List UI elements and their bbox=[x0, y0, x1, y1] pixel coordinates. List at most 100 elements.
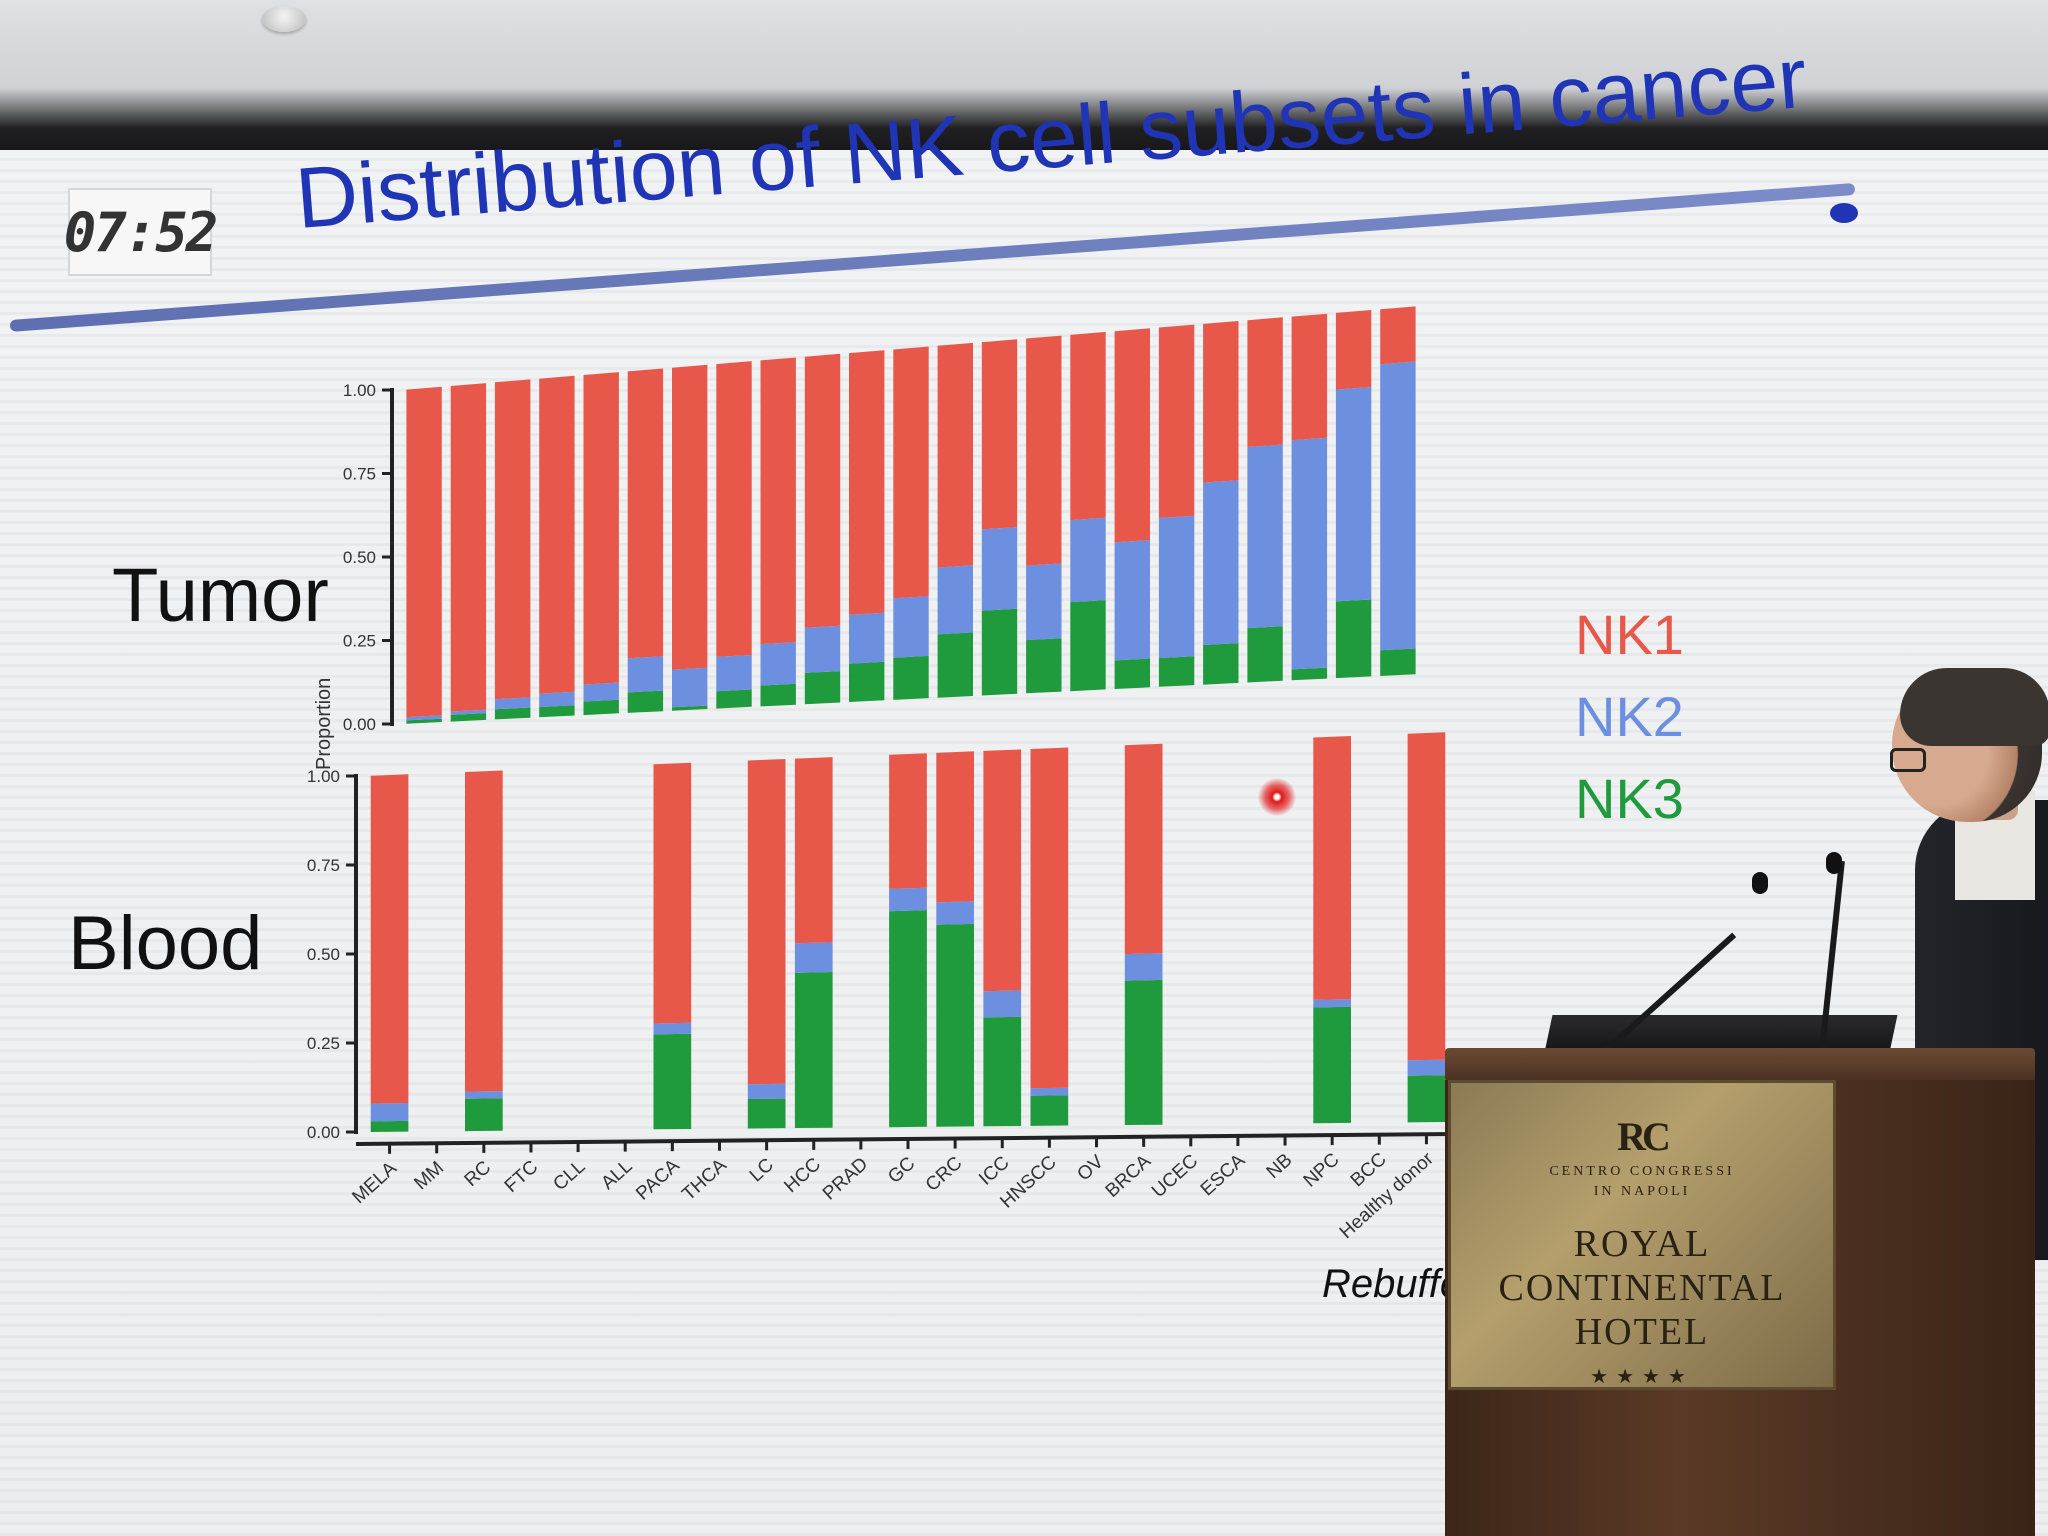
tumor-row-label: Tumor bbox=[112, 553, 329, 638]
tumor-bar-brca-nk3 bbox=[1114, 658, 1150, 689]
blood-bar-rc-nk1 bbox=[465, 770, 503, 1092]
blood-bar-mela-nk1 bbox=[370, 774, 409, 1104]
x-tick-label-all: ALL bbox=[597, 1156, 636, 1194]
tumor-bar-ucec-nk1 bbox=[1158, 324, 1195, 518]
podium-name-1: ROYAL bbox=[1573, 1223, 1711, 1265]
tumor-bar-lc-nk1 bbox=[760, 357, 796, 645]
blood-y-tick-label: 0.50 bbox=[307, 945, 340, 964]
tumor-bar-ftc-nk2 bbox=[539, 691, 575, 708]
x-tick-label-nb: NB bbox=[1263, 1150, 1297, 1183]
blood-bar-npc-nk2 bbox=[1313, 999, 1351, 1008]
microphone-right-head bbox=[1826, 852, 1842, 874]
tumor-bar-icc-nk1 bbox=[981, 339, 1018, 530]
blood-bar-paca-nk2 bbox=[653, 1022, 692, 1035]
smoke-detector bbox=[262, 6, 306, 32]
tumor-bar-bcc-nk2 bbox=[1335, 387, 1372, 602]
tumor-bar-healthy-donor-nk1 bbox=[1380, 306, 1416, 365]
tumor-bar-gc-nk3 bbox=[893, 655, 929, 700]
tumor-bar-crc-nk2 bbox=[937, 565, 973, 635]
tumor-bar-mm-nk3 bbox=[450, 713, 487, 722]
tumor-bar-thca-nk3 bbox=[716, 689, 752, 709]
tumor-bar-prad-nk2 bbox=[849, 612, 885, 664]
legend-nk3: NK3 bbox=[1575, 767, 1684, 830]
podium-logo: RC bbox=[1617, 1114, 1671, 1159]
tumor-bar-cll-nk2 bbox=[583, 682, 619, 702]
x-tick-label-prad: PRAD bbox=[819, 1154, 872, 1205]
blood-bar-hnscc-nk1 bbox=[1030, 747, 1069, 1089]
tumor-bar-hcc-nk1 bbox=[804, 353, 841, 628]
tumor-y-tick-label: 0.75 bbox=[343, 465, 376, 484]
citation: Rebuffe bbox=[1322, 1262, 1463, 1306]
x-tick-label-mm: MM bbox=[410, 1157, 448, 1194]
blood-bar-hnscc-nk3 bbox=[1030, 1095, 1069, 1126]
blood-bar-paca-nk3 bbox=[653, 1033, 692, 1130]
blood-y-tick-label: 1.00 bbox=[307, 767, 340, 786]
tumor-bar-mm-nk2 bbox=[450, 709, 487, 715]
blood-bar-brca-nk2 bbox=[1124, 953, 1163, 981]
blood-bar-gc-nk3 bbox=[889, 910, 927, 1128]
tumor-y-tick-label: 0.50 bbox=[343, 548, 376, 567]
tumor-bar-healthy-donor-nk3 bbox=[1380, 648, 1416, 676]
tumor-bar-gc-nk1 bbox=[893, 346, 929, 599]
blood-bar-npc-nk1 bbox=[1313, 736, 1351, 1000]
blood-bar-rc-nk2 bbox=[465, 1091, 503, 1099]
tumor-bar-rc-nk2 bbox=[494, 697, 531, 710]
x-tick-label-icc: ICC bbox=[975, 1152, 1013, 1190]
blood-bar-rc-nk3 bbox=[465, 1098, 503, 1132]
x-tick-label-paca: PACA bbox=[632, 1155, 684, 1205]
speaker-hair bbox=[1900, 668, 2048, 746]
tumor-bar-npc-nk1 bbox=[1291, 313, 1328, 441]
x-tick-label-ov: OV bbox=[1073, 1151, 1108, 1185]
blood-bar-crc-nk1 bbox=[936, 751, 974, 903]
x-tick-label-cll: CLL bbox=[549, 1156, 589, 1195]
podium-small-text-1: CENTRO CONGRESSI bbox=[1549, 1164, 1735, 1179]
title-divider-dot bbox=[1830, 203, 1858, 223]
tumor-bar-icc-nk2 bbox=[981, 527, 1018, 611]
blood-bar-icc-nk2 bbox=[983, 990, 1022, 1018]
blood-row-label: Blood bbox=[68, 901, 263, 986]
tumor-bar-hnscc-nk2 bbox=[1026, 563, 1062, 641]
tumor-bar-all-nk1 bbox=[627, 368, 664, 659]
tumor-bar-hnscc-nk3 bbox=[1026, 638, 1062, 694]
blood-bar-paca-nk1 bbox=[653, 762, 692, 1024]
tumor-bar-hcc-nk3 bbox=[804, 671, 841, 705]
tumor-bar-ucec-nk3 bbox=[1158, 656, 1195, 687]
tumor-bar-brca-nk1 bbox=[1114, 328, 1150, 543]
tumor-bar-bcc-nk1 bbox=[1335, 310, 1372, 390]
blood-bar-mela-nk3 bbox=[370, 1120, 409, 1132]
speaker-glasses bbox=[1890, 748, 1926, 772]
tumor-bar-rc-nk3 bbox=[494, 707, 531, 720]
microphone-left-head bbox=[1752, 872, 1768, 894]
tumor-bar-mela-nk2 bbox=[406, 715, 442, 721]
tumor-bar-esca-nk1 bbox=[1203, 321, 1239, 483]
blood-bar-hcc-nk2 bbox=[794, 942, 833, 973]
tumor-bar-esca-nk2 bbox=[1203, 480, 1239, 645]
x-tick-label-npc: NPC bbox=[1300, 1149, 1344, 1191]
blood-bar-lc-nk2 bbox=[747, 1083, 786, 1099]
x-tick-label-mela: MELA bbox=[348, 1158, 401, 1208]
tumor-bar-ov-nk2 bbox=[1070, 517, 1106, 603]
tumor-bar-rc-nk1 bbox=[494, 379, 531, 700]
podium-name-3: HOTEL bbox=[1574, 1311, 1710, 1353]
blood-bar-crc-nk2 bbox=[936, 901, 974, 925]
tumor-bar-nb-nk2 bbox=[1247, 444, 1283, 629]
tumor-bar-healthy-donor-nk2 bbox=[1380, 361, 1416, 651]
slide-timer: 07:52 bbox=[64, 188, 218, 276]
laser-pointer-dot bbox=[1258, 778, 1296, 816]
blood-bar-lc-nk1 bbox=[747, 759, 786, 1085]
blood-bar-brca-nk1 bbox=[1124, 743, 1163, 955]
tumor-bar-cll-nk3 bbox=[583, 699, 619, 716]
blood-bar-gc-nk2 bbox=[889, 887, 927, 912]
podium-small-text-2: IN NAPOLI bbox=[1593, 1184, 1691, 1199]
blood-bar-icc-nk3 bbox=[983, 1016, 1022, 1127]
legend-nk1: NK1 bbox=[1575, 603, 1684, 666]
x-tick-label-rc: RC bbox=[461, 1157, 495, 1191]
tumor-bar-hnscc-nk1 bbox=[1026, 335, 1062, 566]
blood-y-tick-label: 0.00 bbox=[307, 1123, 340, 1142]
blood-bar-mela-nk2 bbox=[370, 1103, 409, 1122]
blood-x-axis bbox=[355, 1131, 1471, 1146]
blood-bar-lc-nk3 bbox=[747, 1098, 786, 1129]
blood-bar-healthy-donor-nk1 bbox=[1407, 732, 1446, 1061]
blood-bar-hcc-nk1 bbox=[794, 757, 833, 944]
